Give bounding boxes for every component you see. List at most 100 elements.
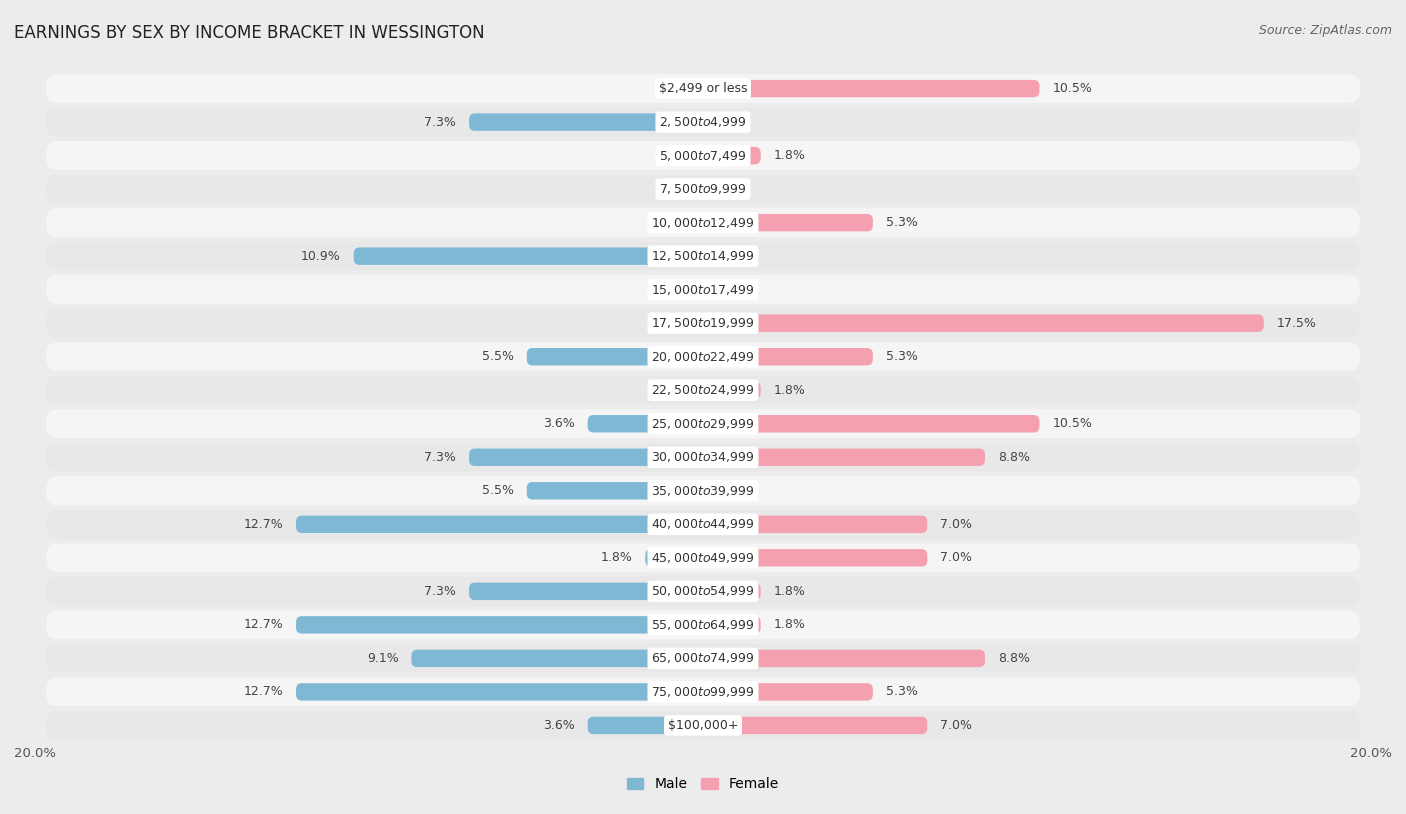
- Text: $2,500 to $4,999: $2,500 to $4,999: [659, 115, 747, 129]
- Text: 0.0%: 0.0%: [710, 484, 741, 497]
- FancyBboxPatch shape: [46, 677, 1360, 707]
- Text: 7.0%: 7.0%: [941, 518, 972, 531]
- Text: EARNINGS BY SEX BY INCOME BRACKET IN WESSINGTON: EARNINGS BY SEX BY INCOME BRACKET IN WES…: [14, 24, 485, 42]
- FancyBboxPatch shape: [46, 309, 1360, 338]
- Text: 0.0%: 0.0%: [665, 182, 696, 195]
- FancyBboxPatch shape: [412, 650, 703, 667]
- Text: $55,000 to $64,999: $55,000 to $64,999: [651, 618, 755, 632]
- FancyBboxPatch shape: [46, 577, 1360, 606]
- Text: 7.3%: 7.3%: [425, 451, 457, 464]
- FancyBboxPatch shape: [703, 616, 761, 633]
- FancyBboxPatch shape: [46, 74, 1360, 103]
- FancyBboxPatch shape: [703, 716, 928, 734]
- FancyBboxPatch shape: [46, 141, 1360, 170]
- Text: $65,000 to $74,999: $65,000 to $74,999: [651, 651, 755, 665]
- FancyBboxPatch shape: [46, 107, 1360, 137]
- Legend: Male, Female: Male, Female: [621, 772, 785, 797]
- Text: 0.0%: 0.0%: [710, 250, 741, 263]
- Text: 0.0%: 0.0%: [665, 283, 696, 296]
- FancyBboxPatch shape: [354, 247, 703, 265]
- FancyBboxPatch shape: [588, 716, 703, 734]
- Text: 3.6%: 3.6%: [543, 719, 575, 732]
- FancyBboxPatch shape: [703, 650, 986, 667]
- Text: 0.0%: 0.0%: [710, 182, 741, 195]
- Text: $35,000 to $39,999: $35,000 to $39,999: [651, 484, 755, 498]
- FancyBboxPatch shape: [46, 409, 1360, 438]
- FancyBboxPatch shape: [46, 443, 1360, 471]
- FancyBboxPatch shape: [703, 382, 761, 399]
- FancyBboxPatch shape: [703, 214, 873, 231]
- Text: 3.6%: 3.6%: [543, 418, 575, 431]
- Text: 20.0%: 20.0%: [14, 747, 56, 760]
- Text: 1.8%: 1.8%: [773, 383, 806, 396]
- FancyBboxPatch shape: [297, 515, 703, 533]
- FancyBboxPatch shape: [46, 376, 1360, 405]
- FancyBboxPatch shape: [703, 583, 761, 600]
- Text: 5.5%: 5.5%: [482, 350, 515, 363]
- FancyBboxPatch shape: [703, 449, 986, 466]
- FancyBboxPatch shape: [703, 415, 1039, 432]
- Text: $2,499 or less: $2,499 or less: [659, 82, 747, 95]
- Text: 7.0%: 7.0%: [941, 719, 972, 732]
- Text: $20,000 to $22,499: $20,000 to $22,499: [651, 350, 755, 364]
- FancyBboxPatch shape: [703, 314, 1264, 332]
- FancyBboxPatch shape: [46, 711, 1360, 740]
- FancyBboxPatch shape: [703, 549, 928, 567]
- Text: 9.1%: 9.1%: [367, 652, 398, 665]
- Text: $40,000 to $44,999: $40,000 to $44,999: [651, 518, 755, 532]
- FancyBboxPatch shape: [46, 343, 1360, 371]
- Text: 20.0%: 20.0%: [1350, 747, 1392, 760]
- Text: 12.7%: 12.7%: [243, 619, 283, 632]
- FancyBboxPatch shape: [46, 275, 1360, 304]
- Text: 0.0%: 0.0%: [710, 283, 741, 296]
- Text: $17,500 to $19,999: $17,500 to $19,999: [651, 316, 755, 330]
- Text: $15,000 to $17,499: $15,000 to $17,499: [651, 282, 755, 296]
- FancyBboxPatch shape: [470, 583, 703, 600]
- FancyBboxPatch shape: [527, 348, 703, 365]
- Text: 5.3%: 5.3%: [886, 217, 918, 230]
- FancyBboxPatch shape: [703, 80, 1039, 98]
- FancyBboxPatch shape: [46, 476, 1360, 505]
- Text: 0.0%: 0.0%: [665, 317, 696, 330]
- FancyBboxPatch shape: [527, 482, 703, 500]
- Text: Source: ZipAtlas.com: Source: ZipAtlas.com: [1258, 24, 1392, 37]
- Text: 5.5%: 5.5%: [482, 484, 515, 497]
- Text: 7.3%: 7.3%: [425, 584, 457, 597]
- FancyBboxPatch shape: [703, 147, 761, 164]
- Text: 5.3%: 5.3%: [886, 685, 918, 698]
- Text: 0.0%: 0.0%: [665, 383, 696, 396]
- Text: 8.8%: 8.8%: [998, 451, 1029, 464]
- Text: $30,000 to $34,999: $30,000 to $34,999: [651, 450, 755, 464]
- Text: 12.7%: 12.7%: [243, 685, 283, 698]
- FancyBboxPatch shape: [645, 549, 703, 567]
- Text: $25,000 to $29,999: $25,000 to $29,999: [651, 417, 755, 431]
- Text: 1.8%: 1.8%: [600, 551, 633, 564]
- Text: 0.0%: 0.0%: [665, 217, 696, 230]
- Text: 0.0%: 0.0%: [710, 116, 741, 129]
- FancyBboxPatch shape: [297, 616, 703, 633]
- Text: $10,000 to $12,499: $10,000 to $12,499: [651, 216, 755, 230]
- Text: $7,500 to $9,999: $7,500 to $9,999: [659, 182, 747, 196]
- Text: 10.5%: 10.5%: [1052, 418, 1092, 431]
- Text: 1.8%: 1.8%: [773, 619, 806, 632]
- Text: 0.0%: 0.0%: [665, 149, 696, 162]
- Text: $75,000 to $99,999: $75,000 to $99,999: [651, 685, 755, 699]
- Text: $100,000+: $100,000+: [668, 719, 738, 732]
- Text: 10.5%: 10.5%: [1052, 82, 1092, 95]
- FancyBboxPatch shape: [703, 515, 928, 533]
- FancyBboxPatch shape: [46, 544, 1360, 572]
- Text: $5,000 to $7,499: $5,000 to $7,499: [659, 149, 747, 163]
- FancyBboxPatch shape: [297, 683, 703, 701]
- Text: 7.0%: 7.0%: [941, 551, 972, 564]
- Text: 10.9%: 10.9%: [301, 250, 340, 263]
- Text: 8.8%: 8.8%: [998, 652, 1029, 665]
- Text: 1.8%: 1.8%: [773, 584, 806, 597]
- FancyBboxPatch shape: [470, 449, 703, 466]
- FancyBboxPatch shape: [46, 510, 1360, 539]
- FancyBboxPatch shape: [703, 348, 873, 365]
- FancyBboxPatch shape: [470, 113, 703, 131]
- Text: $50,000 to $54,999: $50,000 to $54,999: [651, 584, 755, 598]
- FancyBboxPatch shape: [46, 208, 1360, 237]
- FancyBboxPatch shape: [46, 175, 1360, 204]
- Text: 7.3%: 7.3%: [425, 116, 457, 129]
